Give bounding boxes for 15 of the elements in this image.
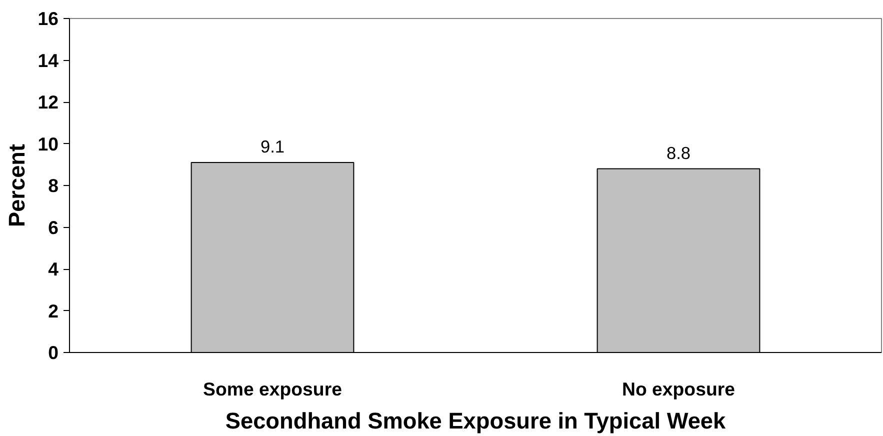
y-tick-label: 6 xyxy=(48,216,59,238)
y-tick-label: 16 xyxy=(38,8,59,29)
y-tick-label: 14 xyxy=(38,50,60,71)
x-tick-label: No exposure xyxy=(622,378,736,400)
data-label: 9.1 xyxy=(260,136,285,157)
y-tick-label: 0 xyxy=(48,342,59,363)
x-axis-title: Secondhand Smoke Exposure in Typical Week xyxy=(225,408,726,434)
y-tick-label: 8 xyxy=(48,175,59,196)
x-tick-label: Some exposure xyxy=(203,378,342,400)
y-tick-label: 4 xyxy=(48,258,60,280)
y-axis-title: Percent xyxy=(4,143,30,228)
y-tick-label: 12 xyxy=(38,92,59,112)
y-tick-label: 10 xyxy=(38,133,59,154)
data-label: 8.8 xyxy=(666,142,691,163)
y-tick-label: 2 xyxy=(48,300,59,322)
